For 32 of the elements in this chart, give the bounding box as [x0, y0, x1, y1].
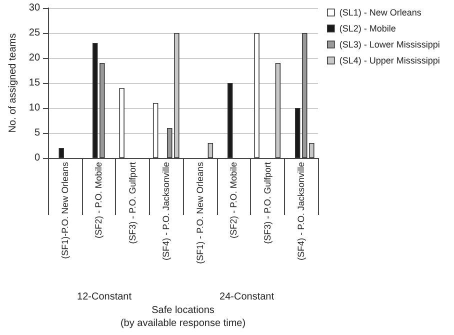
x-tick-label: (SF4) - P.O. Jacksonville [296, 162, 306, 260]
bar [208, 143, 214, 158]
legend-label: (SL4) - Upper Mississippi [339, 56, 440, 66]
legend-label: (SL1) - New Orleans [339, 8, 422, 18]
bar [254, 33, 260, 158]
y-tick-label: 20 [28, 52, 40, 64]
bar [228, 83, 233, 158]
legend-label: (SL2) - Mobile [339, 24, 396, 34]
x-tick-label: (SF1) - P.O. New Orleans [194, 162, 205, 264]
bar [92, 43, 98, 158]
x-tick-label: (SF1)-P.O. New Orleans [60, 162, 70, 259]
bar [58, 148, 64, 158]
bar [295, 108, 300, 158]
bar [152, 103, 158, 158]
y-tick-label: 30 [28, 2, 40, 14]
y-tick-label: 0 [34, 152, 40, 164]
y-tick-label: 5 [34, 128, 40, 138]
y-tick-label: 25 [28, 28, 40, 38]
legend-label: (SL3) - Lower Mississippi [339, 40, 440, 50]
x-tick-label: (SF2) - P.O. Mobile [228, 162, 239, 238]
text: 24-Constant [220, 292, 274, 302]
x-tick-label: (SF4) - P.O. Jacksonville [161, 162, 172, 260]
x-tick-label: (SF3) - P.O. Gulfport [127, 162, 138, 244]
x-tick-label: (SF3) - P.O. Gulfport [262, 162, 272, 244]
bar [119, 88, 124, 158]
x-axis-title: Safe locations (by available response time) [120, 305, 246, 329]
text: 12-Constant [77, 292, 132, 302]
x-tick-label: (SF2) - P.O. Mobile [94, 162, 104, 238]
y-tick-label: 15 [28, 78, 40, 88]
y-axis-title: No. of assigned teams [8, 33, 18, 133]
y-tick-label: 10 [28, 102, 40, 114]
bar [100, 63, 105, 158]
